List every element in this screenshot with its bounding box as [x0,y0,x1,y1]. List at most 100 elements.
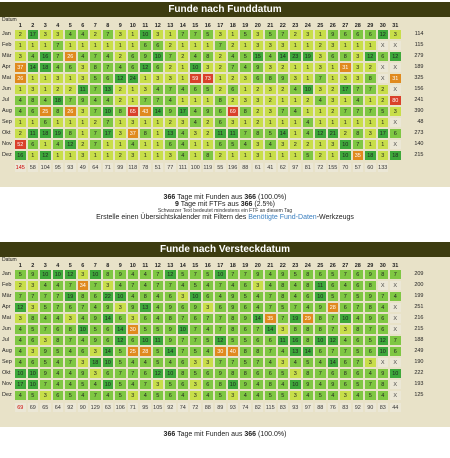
day-cell[interactable]: 7 [351,302,364,313]
day-cell[interactable]: 1 [239,150,252,161]
day-cell[interactable]: 8 [176,368,189,379]
day-cell[interactable]: 8 [226,324,239,335]
day-cell[interactable]: 3 [239,95,252,106]
day-cell[interactable]: 2 [214,150,227,161]
day-cell[interactable]: 9 [301,379,314,390]
day-cell[interactable]: 1 [226,29,239,40]
day-cell[interactable]: 65 [126,106,139,117]
day-cell[interactable]: 4 [139,357,152,368]
day-cell[interactable]: 3 [51,73,64,84]
day-cell[interactable]: 4 [289,291,302,302]
day-cell[interactable]: 9 [364,269,377,280]
day-cell[interactable]: 6 [26,335,39,346]
day-cell[interactable]: 9 [39,368,52,379]
day-cell[interactable]: 4 [351,95,364,106]
day-cell[interactable]: 4 [151,302,164,313]
day-cell[interactable]: 3 [189,390,202,401]
day-cell[interactable]: 1 [239,84,252,95]
day-cell[interactable]: 6 [176,379,189,390]
day-cell[interactable]: 6 [51,390,64,401]
day-cell[interactable]: 16 [289,335,302,346]
day-cell[interactable]: 2 [289,139,302,150]
day-cell[interactable]: 7 [89,106,102,117]
day-cell[interactable]: 1 [201,95,214,106]
day-cell[interactable]: 4 [226,51,239,62]
day-cell[interactable]: 9 [226,291,239,302]
day-cell[interactable]: 3 [76,357,89,368]
day-cell[interactable]: 7 [289,302,302,313]
day-cell[interactable]: 1 [101,150,114,161]
day-cell[interactable]: 11 [151,335,164,346]
day-cell[interactable]: 1 [339,40,352,51]
day-cell[interactable]: 11 [26,128,39,139]
day-cell[interactable]: 9 [76,95,89,106]
day-cell[interactable]: 3 [364,357,377,368]
day-cell[interactable]: 6 [126,51,139,62]
day-cell[interactable]: 4 [289,84,302,95]
day-cell[interactable]: 6 [214,302,227,313]
day-cell[interactable]: 3 [251,29,264,40]
day-cell[interactable]: 7 [276,313,289,324]
day-cell[interactable]: 1 [64,150,77,161]
day-cell[interactable]: 2 [364,62,377,73]
day-cell[interactable]: 3 [76,150,89,161]
day-cell[interactable]: 17 [26,29,39,40]
day-cell[interactable]: 5 [26,390,39,401]
day-cell[interactable]: 17 [101,128,114,139]
day-cell[interactable]: 2 [14,128,27,139]
day-cell[interactable]: 7 [389,335,402,346]
day-cell[interactable]: 25 [39,106,52,117]
day-cell[interactable]: 12 [151,368,164,379]
day-cell[interactable]: 2 [276,84,289,95]
day-cell[interactable]: 2 [201,117,214,128]
day-cell[interactable]: 8 [376,269,389,280]
day-cell[interactable]: 7 [214,280,227,291]
day-cell[interactable]: X [389,313,402,324]
day-cell[interactable]: 5 [189,280,202,291]
day-cell[interactable]: 1 [264,150,277,161]
day-cell[interactable]: 12 [64,269,77,280]
day-cell[interactable]: 4 [164,357,177,368]
day-cell[interactable]: 1 [314,117,327,128]
day-cell[interactable]: 3 [76,73,89,84]
day-cell[interactable]: 69 [226,106,239,117]
day-cell[interactable]: 4 [14,335,27,346]
day-cell[interactable]: 3 [251,150,264,161]
day-cell[interactable]: 8 [239,346,252,357]
day-cell[interactable]: 24 [126,73,139,84]
day-cell[interactable]: 7 [239,128,252,139]
day-cell[interactable]: 5 [276,368,289,379]
day-cell[interactable]: 9 [114,269,127,280]
day-cell[interactable]: 7 [351,106,364,117]
day-cell[interactable]: 7 [214,324,227,335]
day-cell[interactable]: 7 [264,346,277,357]
day-cell[interactable]: 7 [214,313,227,324]
day-cell[interactable]: 4 [339,280,352,291]
day-cell[interactable]: 2 [14,29,27,40]
day-cell[interactable]: 10 [339,150,352,161]
day-cell[interactable]: 6 [251,335,264,346]
day-cell[interactable]: 4 [189,51,202,62]
day-cell[interactable]: 4 [201,280,214,291]
day-cell[interactable]: 6 [226,84,239,95]
day-cell[interactable]: 5 [89,324,102,335]
day-cell[interactable]: 6 [189,313,202,324]
day-cell[interactable]: 6 [376,51,389,62]
day-cell[interactable]: 1 [151,139,164,150]
day-cell[interactable]: 1 [264,117,277,128]
day-cell[interactable]: 7 [89,51,102,62]
day-cell[interactable]: 8 [214,95,227,106]
day-cell[interactable]: 3 [251,40,264,51]
day-cell[interactable]: 5 [139,324,152,335]
day-cell[interactable]: 4 [301,128,314,139]
day-cell[interactable]: 1 [376,117,389,128]
day-cell[interactable]: 1 [314,106,327,117]
day-cell[interactable]: 5 [301,357,314,368]
day-cell[interactable]: 14 [101,313,114,324]
day-cell[interactable]: 6 [351,335,364,346]
day-cell[interactable]: 14 [301,346,314,357]
day-cell[interactable]: 3 [114,29,127,40]
day-cell[interactable]: 2 [326,84,339,95]
day-cell[interactable]: 3 [126,390,139,401]
day-cell[interactable]: 1 [39,84,52,95]
